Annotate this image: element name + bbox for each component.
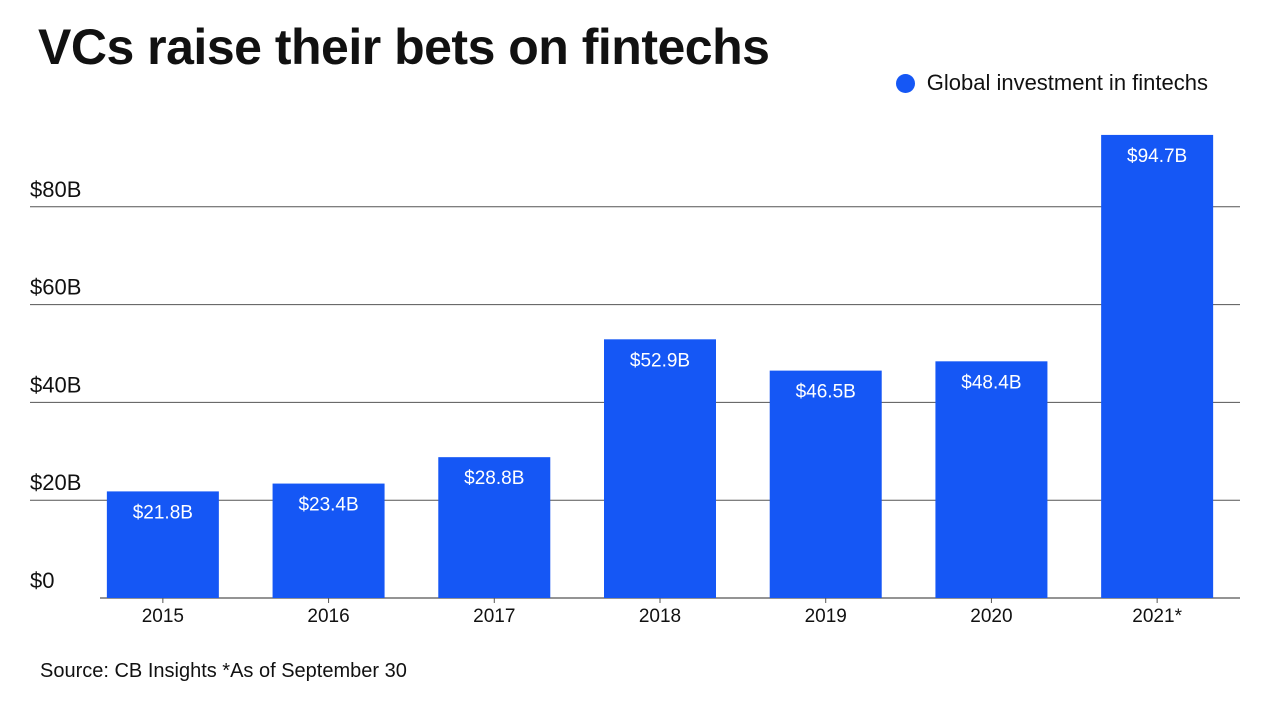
data-label: $52.9B [630, 350, 690, 371]
bar [438, 457, 551, 598]
data-label: $94.7B [1127, 146, 1187, 167]
bar [935, 361, 1048, 598]
bar [106, 491, 219, 598]
data-label: $21.8B [133, 502, 193, 523]
y-axis-ticks: $0 $20B $40B $60B $80B [30, 177, 81, 593]
chart-title: VCs raise their bets on fintechs [38, 19, 770, 75]
legend-swatch [895, 73, 915, 93]
legend: Global investment in fintechs [895, 70, 1208, 96]
bars [106, 134, 1214, 599]
bar [604, 339, 716, 598]
value-labels: $21.8B $23.4B $28.8B $52.9B $46.5B $48.4B $94.… [133, 146, 1188, 523]
y-tick-label: $40B [30, 372, 81, 397]
legend-label: Global investment in fintechs [926, 70, 1208, 95]
data-label: $28.8B [464, 468, 524, 489]
x-tick-label: 2019 [805, 606, 847, 627]
bar [769, 370, 882, 598]
data-label: $48.4B [961, 372, 1021, 393]
x-axis-ticks: 2015 2016 2017 2018 2019 2020 2021* [142, 598, 1183, 627]
y-tick-label: $0 [30, 568, 54, 593]
x-tick-label: 2015 [142, 606, 184, 627]
data-label: $23.4B [298, 495, 358, 516]
y-tick-label: $60B [30, 275, 81, 300]
x-tick-label: 2021* [1132, 606, 1182, 627]
x-tick-label: 2016 [307, 606, 349, 627]
source-note: Source: CB Insights *As of September 30 [40, 660, 407, 682]
y-tick-label: $20B [30, 470, 81, 495]
bar [272, 483, 385, 598]
bar [1101, 134, 1214, 599]
y-tick-label: $80B [30, 177, 81, 202]
x-tick-label: 2017 [473, 606, 515, 627]
data-label: $46.5B [796, 382, 856, 403]
x-tick-label: 2020 [970, 606, 1012, 627]
x-tick-label: 2018 [639, 606, 681, 627]
